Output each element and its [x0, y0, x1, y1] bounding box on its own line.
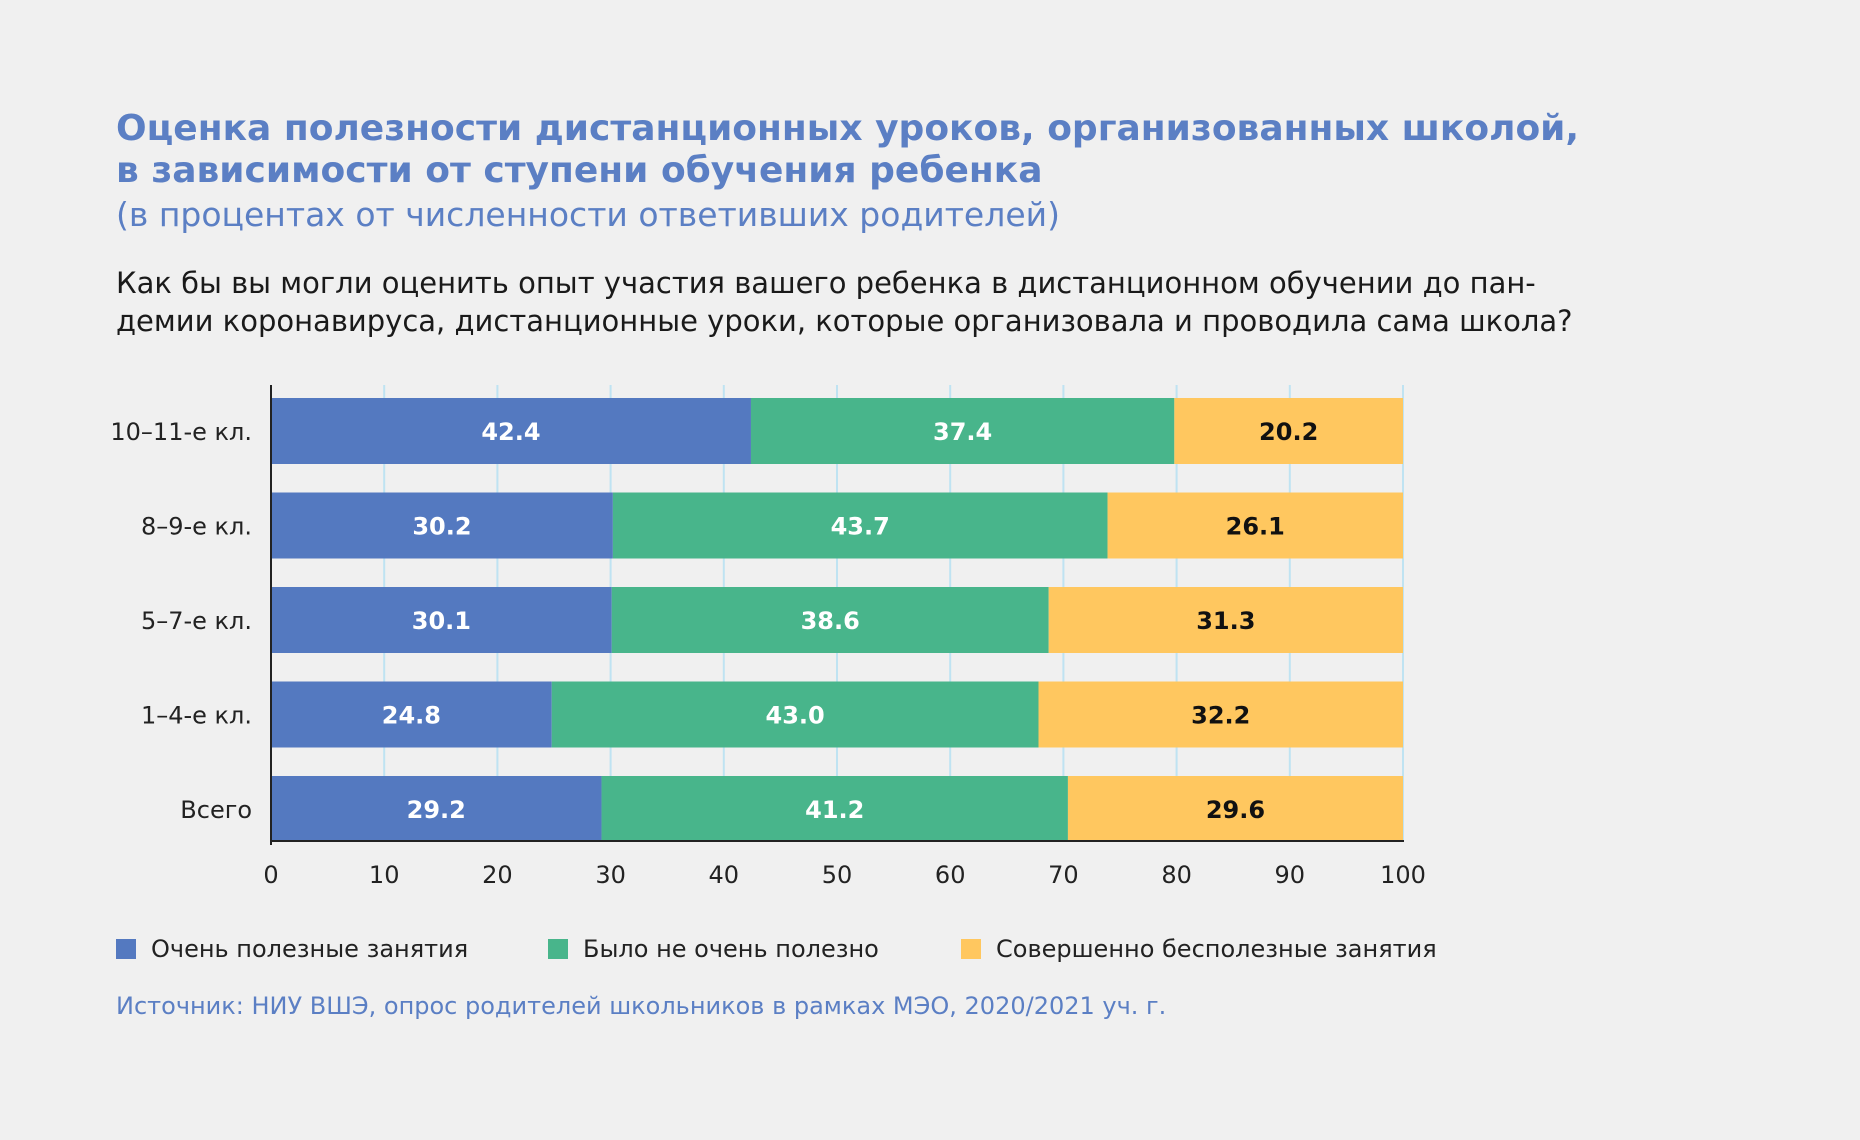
data-label: 29.6	[1206, 796, 1265, 824]
category-label: 8–9-е кл.	[141, 513, 252, 541]
legend-item: Очень полезные занятия	[116, 935, 548, 963]
data-label: 24.8	[382, 702, 441, 730]
data-label: 29.2	[407, 796, 466, 824]
tick-label: 0	[263, 861, 278, 889]
data-label: 31.3	[1196, 607, 1255, 635]
bar-segment	[1048, 587, 1403, 653]
tick-label: 60	[935, 861, 966, 889]
legend-label: Совершенно бесполезные занятия	[996, 935, 1437, 963]
bar-segment	[750, 398, 1175, 464]
chart-subtitle: (в процентах от численности ответивших р…	[116, 195, 1060, 234]
bar-segment	[271, 492, 613, 559]
survey-question: Как бы вы могли оценить опыт участия ваш…	[116, 264, 1756, 340]
legend: Очень полезные занятия Было не очень пол…	[116, 935, 1437, 963]
legend-item: Совершенно бесполезные занятия	[961, 935, 1437, 963]
data-label: 30.2	[412, 513, 471, 541]
data-label: 30.1	[412, 607, 471, 635]
survey-question-line: демии коронавируса, дистанционные уроки,…	[116, 304, 1573, 338]
legend-swatch	[961, 939, 981, 959]
data-label: 38.6	[801, 607, 860, 635]
data-label: 43.7	[831, 513, 890, 541]
tick-label: 80	[1161, 861, 1192, 889]
stacked-bar-chart: 42.4 37.4 20.2 10–11-е кл. 30.2 43.7 26.1 8–9-е…	[110, 385, 1426, 889]
data-label: 26.1	[1226, 513, 1285, 541]
tick-label: 10	[369, 861, 400, 889]
tick-label: 40	[709, 861, 740, 889]
tick-label: 50	[822, 861, 853, 889]
survey-question-line: Как бы вы могли оценить опыт участия ваш…	[116, 266, 1536, 300]
chart-title: Оценка полезности дистанционных уроков, …	[116, 108, 1756, 192]
legend-label: Очень полезные занятия	[151, 935, 469, 963]
bar-segment	[1038, 681, 1403, 748]
category-label: Всего	[180, 796, 252, 824]
bar-segment	[612, 492, 1108, 559]
data-label: 41.2	[805, 796, 864, 824]
data-label: 43.0	[766, 702, 825, 730]
data-label: 42.4	[481, 418, 540, 446]
bar-segment	[611, 587, 1049, 653]
tick-label: 20	[482, 861, 513, 889]
data-label: 32.2	[1191, 702, 1250, 730]
bar-segment	[1067, 776, 1403, 842]
tick-label: 70	[1048, 861, 1079, 889]
category-label: 5–7-е кл.	[141, 607, 252, 635]
bar-segment	[271, 776, 602, 842]
data-label: 37.4	[933, 418, 992, 446]
category-label: 1–4-е кл.	[141, 702, 252, 730]
tick-label: 90	[1275, 861, 1306, 889]
bar-segment	[271, 398, 751, 464]
bar-segment	[1107, 492, 1403, 559]
data-label: 20.2	[1259, 418, 1318, 446]
bar-segment	[601, 776, 1068, 842]
bar-segment	[551, 681, 1039, 748]
legend-label: Было не очень полезно	[583, 935, 879, 963]
category-label: 10–11-е кл.	[110, 418, 252, 446]
bar-segment	[271, 587, 612, 653]
tick-label: 30	[595, 861, 626, 889]
chart-title-line: в зависимости от ступени обучения ребенк…	[116, 150, 1043, 191]
bar-segment	[1174, 398, 1403, 464]
chart-title-line: Оценка полезности дистанционных уроков, …	[116, 108, 1580, 149]
tick-label: 100	[1380, 861, 1426, 889]
legend-swatch	[548, 939, 568, 959]
bar-segment	[271, 681, 552, 748]
source-note: Источник: НИУ ВШЭ, опрос родителей школь…	[116, 992, 1167, 1020]
legend-item: Было не очень полезно	[548, 935, 961, 963]
legend-swatch	[116, 939, 136, 959]
